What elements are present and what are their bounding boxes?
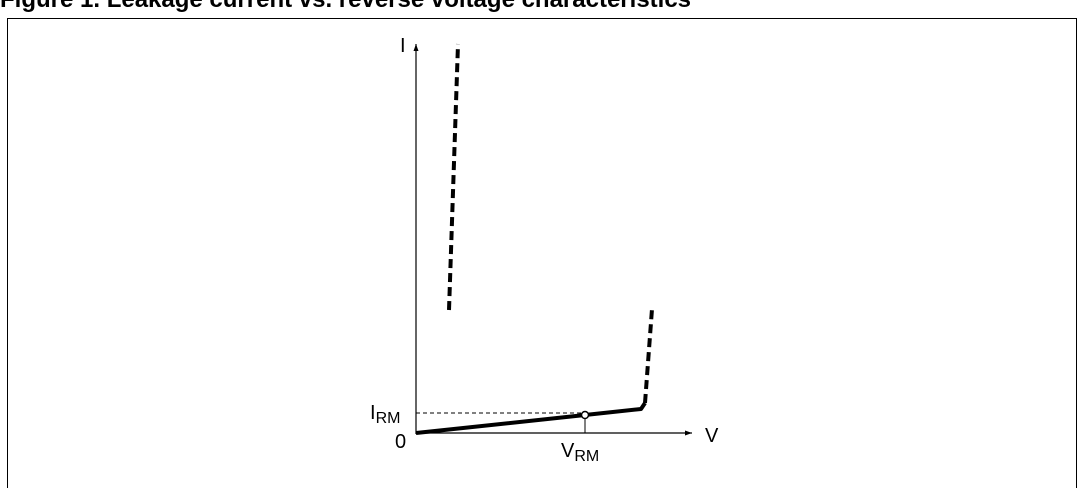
x-axis-label: V (705, 425, 719, 447)
leakage-curve (415, 401, 647, 435)
breakdown-curve-right (643, 308, 654, 404)
origin-label: 0 (395, 431, 406, 453)
vrm-label-sub: RM (574, 448, 599, 465)
y-axis-label: I (400, 35, 406, 57)
breakdown-curve-left (447, 43, 460, 311)
irm-label-sub: RM (376, 410, 401, 427)
irm-label-main: I (370, 402, 376, 424)
figure-caption: Figure 1. Leakage current vs. reverse vo… (0, 0, 691, 14)
figure-caption-strip: Figure 1. Leakage current vs. reverse vo… (0, 0, 1084, 17)
irm-label: IRM (370, 402, 400, 427)
vrm-operating-point (580, 410, 590, 420)
figure-frame (7, 18, 1077, 488)
vrm-label: VRM (561, 440, 599, 465)
vrm-label-main: V (561, 440, 575, 462)
